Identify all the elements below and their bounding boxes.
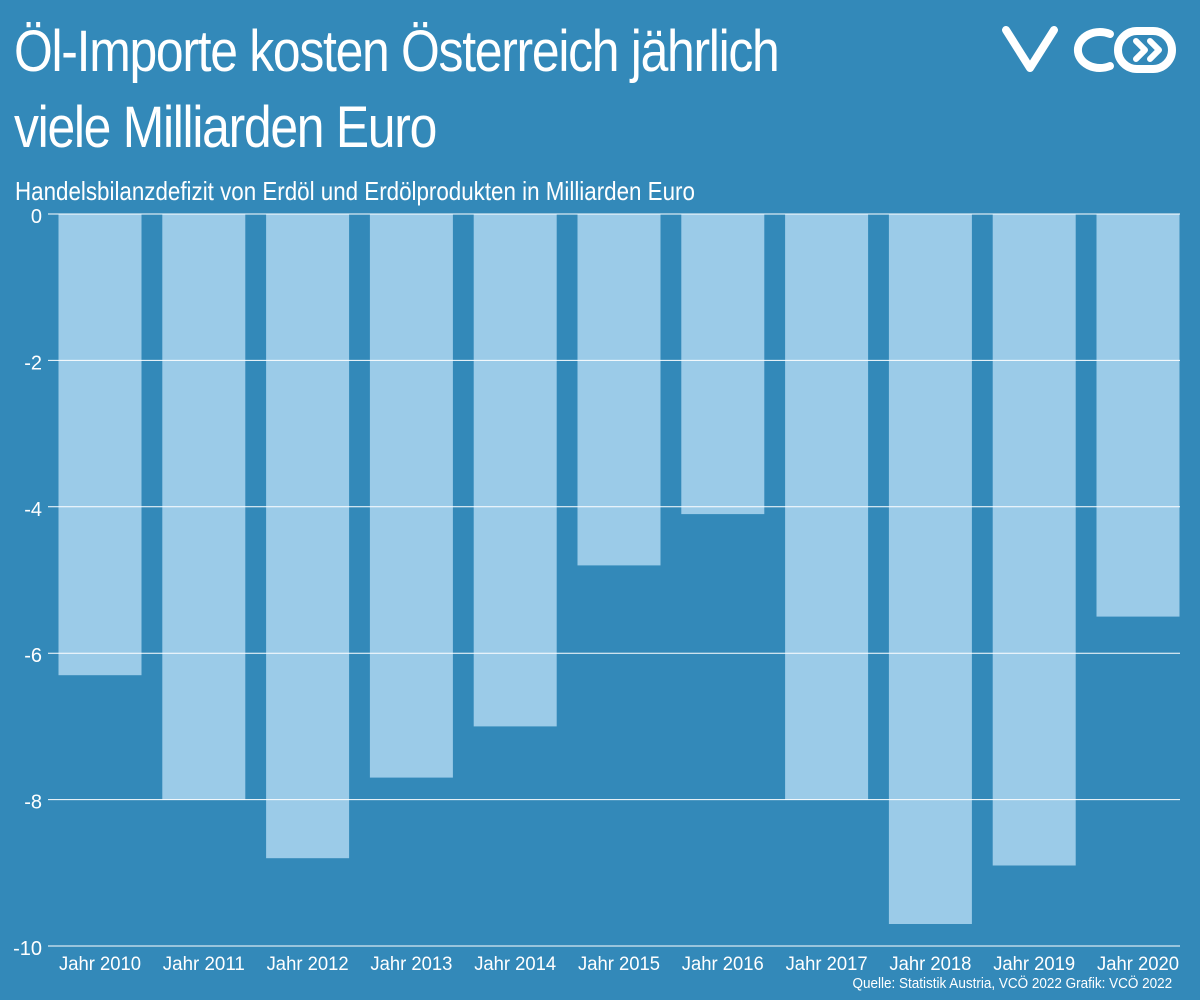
x-tick-label: Jahr 2019 <box>993 954 1075 975</box>
gridlines-group <box>48 213 1180 947</box>
bar-jahr-2015 <box>577 214 661 566</box>
x-tick-label: Jahr 2014 <box>474 954 556 975</box>
y-tick-label: 0 <box>31 206 42 228</box>
x-tick-label: Jahr 2016 <box>682 954 764 975</box>
y-tick-label: -4 <box>24 499 42 521</box>
x-tick-label: Jahr 2020 <box>1097 954 1179 975</box>
y-tick-label: -8 <box>24 792 42 814</box>
y-tick-label: -10 <box>13 938 42 960</box>
x-tick-label: Jahr 2015 <box>578 954 660 975</box>
bar-jahr-2020 <box>1096 214 1180 617</box>
chart-title: Öl-Importe kosten Österreich jährlich vi… <box>14 14 814 166</box>
y-tick-label: -6 <box>24 645 42 667</box>
x-tick-label: Jahr 2018 <box>889 954 971 975</box>
bar-jahr-2010 <box>58 214 142 676</box>
bars-group <box>58 214 1180 924</box>
bar-jahr-2016 <box>681 214 765 515</box>
bar-jahr-2018 <box>888 214 972 924</box>
bar-jahr-2019 <box>992 214 1076 866</box>
bar-jahr-2014 <box>473 214 557 727</box>
bar-jahr-2012 <box>266 214 350 859</box>
x-tick-label: Jahr 2011 <box>163 954 245 975</box>
x-axis-labels: Jahr 2010 Jahr 2011 Jahr 2012 Jahr 2013 Jahr… <box>59 954 1179 975</box>
vco-logo-icon <box>1002 26 1176 73</box>
source-note: Quelle: Statistik Austria, VCÖ 2022 Graf… <box>852 975 1172 992</box>
x-tick-label: Jahr 2017 <box>786 954 868 975</box>
chart-subtitle: Handelsbilanzdefizit von Erdöl und Erdöl… <box>15 176 695 206</box>
x-tick-label: Jahr 2013 <box>370 954 452 975</box>
bar-jahr-2013 <box>369 214 453 778</box>
x-tick-label: Jahr 2012 <box>267 954 349 975</box>
chart-title-line-2: viele Milliarden Euro <box>14 95 437 160</box>
y-tick-label: -2 <box>24 352 42 374</box>
y-axis-ticks: 0 -2 -4 -6 -8 -10 <box>13 206 42 960</box>
chart-title-line-1: Öl-Importe kosten Österreich jährlich <box>14 19 780 84</box>
x-tick-label: Jahr 2010 <box>59 954 141 975</box>
